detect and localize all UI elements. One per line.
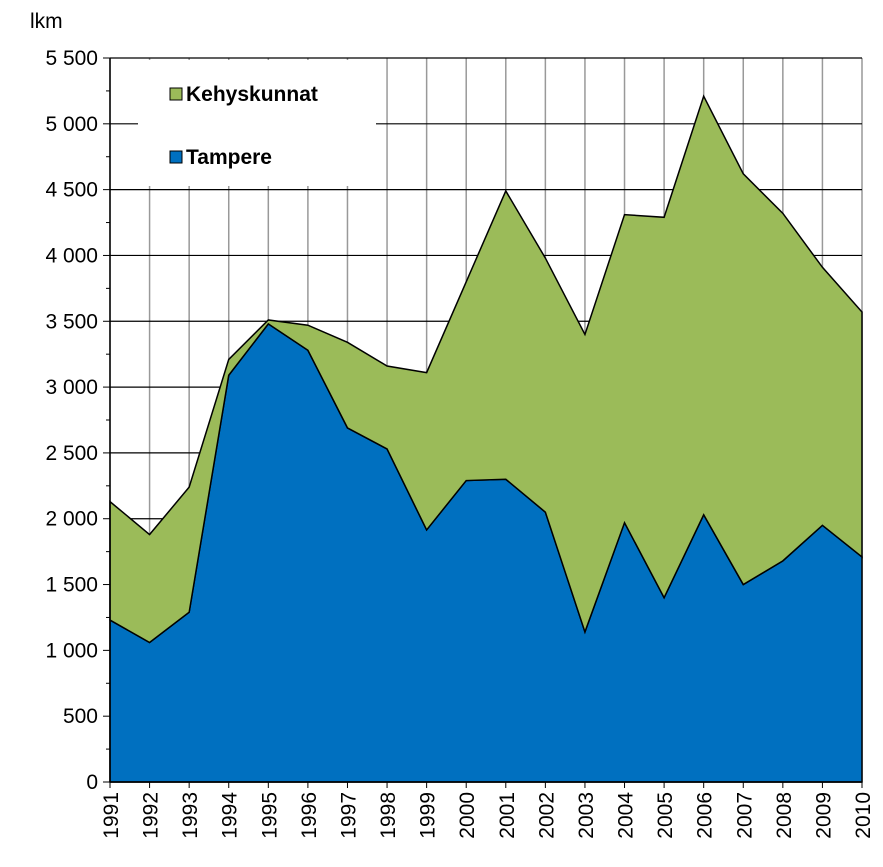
x-tick-label: 1996 (298, 792, 321, 839)
x-tick-label: 2008 (773, 792, 796, 839)
y-tick-label: 2 000 (45, 508, 98, 531)
y-tick-label: 0 (86, 771, 98, 794)
y-tick-label: 500 (63, 705, 98, 728)
y-tick-label: 1 500 (45, 574, 98, 597)
legend-label: Tampere (186, 146, 272, 169)
x-tick-label: 1993 (179, 792, 202, 839)
area (109, 94, 863, 644)
x-tick-label: 2010 (852, 792, 875, 839)
x-tick-label: 2007 (733, 792, 756, 839)
x-tick-label: 2003 (575, 792, 598, 839)
y-tick-label: 4 000 (45, 244, 98, 267)
legend-swatch (169, 150, 183, 164)
y-tick-label: 1 000 (45, 639, 98, 662)
legend-swatch (169, 87, 183, 101)
x-tick-label: 2005 (654, 792, 677, 839)
x-tick-label: 1995 (258, 792, 281, 839)
x-tick-label: 2001 (496, 792, 519, 839)
x-tick-label: 1998 (377, 792, 400, 839)
x-tick-label: 2009 (812, 792, 835, 839)
y-axis-label: lkm (30, 10, 63, 33)
y-tick-label: 3 500 (45, 310, 98, 333)
legend-box (138, 60, 376, 186)
x-tick-label: 1999 (417, 792, 440, 839)
y-tick-label: 2 500 (45, 442, 98, 465)
y-tick-label: 5 000 (45, 113, 98, 136)
y-tick-label: 4 500 (45, 179, 98, 202)
x-tick-label: 2004 (615, 792, 638, 839)
x-tick-label: 1991 (100, 792, 123, 839)
y-tick-label: 3 000 (45, 376, 98, 399)
x-tick-label: 1997 (337, 792, 360, 839)
legend-label: Kehyskunnat (186, 83, 318, 106)
x-tick-label: 1994 (219, 792, 242, 839)
x-tick-label: 2000 (456, 792, 479, 839)
x-tick-label: 1992 (140, 792, 163, 839)
x-tick-label: 2002 (535, 792, 558, 839)
y-tick-label: 5 500 (45, 47, 98, 70)
x-tick-label: 2006 (694, 792, 717, 839)
